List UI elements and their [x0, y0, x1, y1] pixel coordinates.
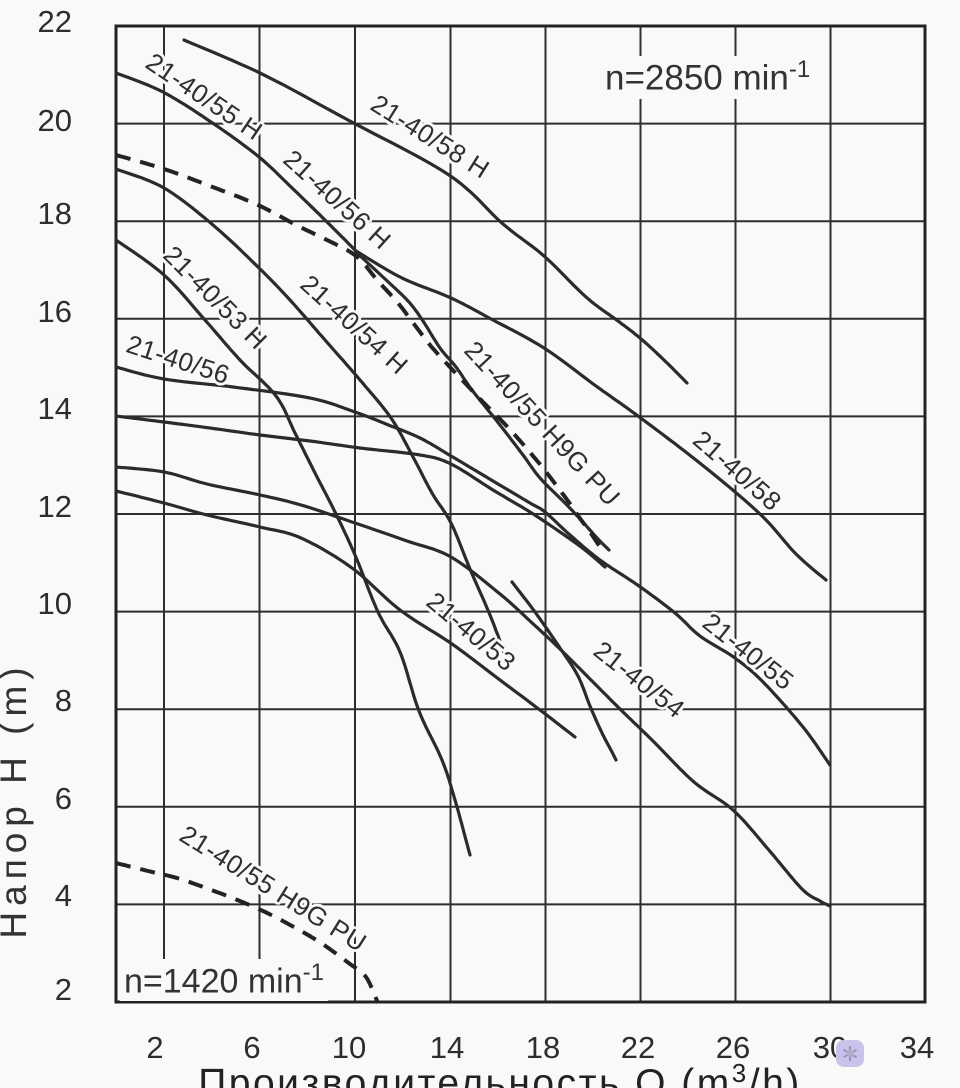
svg-text:Напор H (m): Напор H (m) [0, 661, 34, 938]
